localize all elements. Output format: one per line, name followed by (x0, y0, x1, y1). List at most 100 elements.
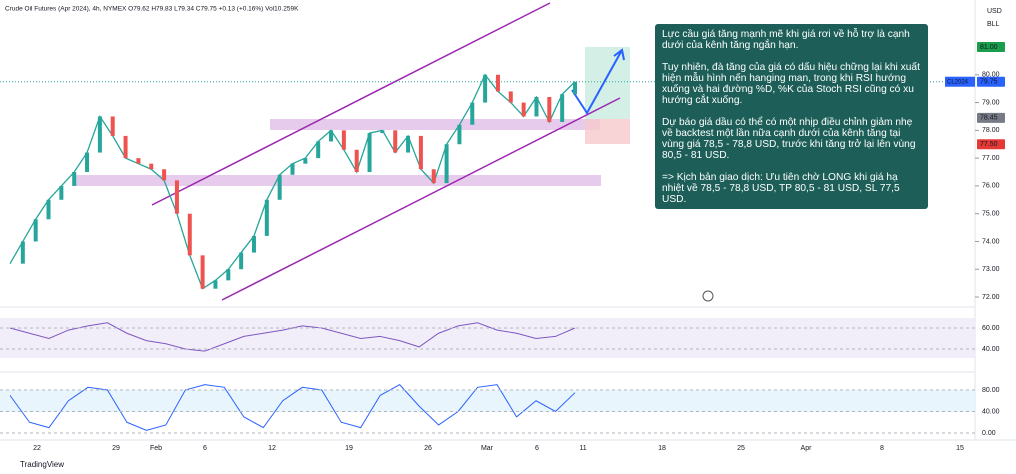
candle (149, 163, 154, 170)
entry-label-bg (977, 112, 1005, 123)
annotation-paragraph: Tuy nhiên, đà tăng của giá có dấu hiệu c… (662, 62, 920, 106)
unit: BLL (987, 21, 1000, 28)
candle (560, 94, 565, 123)
candle (380, 130, 385, 134)
annotation-paragraph: => Kịch bản giao dịch: Ưu tiên chờ LONG … (662, 172, 900, 205)
sl-label: 77.50 (980, 141, 998, 148)
candle (85, 152, 90, 173)
x-tick-label: 18 (658, 445, 666, 452)
candle (226, 269, 231, 281)
candle (457, 124, 462, 145)
candle (187, 213, 192, 256)
candle (341, 130, 346, 150)
y-tick-label: 79.00 (982, 99, 1000, 106)
x-tick-label: 19 (345, 445, 353, 452)
y-tick-label: 74.00 (982, 238, 1000, 245)
x-tick-label: 15 (956, 445, 964, 452)
currency: USD (987, 8, 1002, 15)
channel-lower (221, 97, 621, 301)
x-tick-label: Apr (801, 445, 813, 452)
annotation-paragraph: Dự báo giá dầu có thể có một nhịp điều c… (662, 117, 916, 161)
take-profit-zone (585, 47, 630, 119)
y-tick-label: 76.00 (982, 183, 1000, 190)
candle (213, 280, 218, 289)
x-tick-label: 29 (112, 445, 120, 452)
stop-loss-zone (585, 119, 630, 144)
candle (508, 91, 513, 103)
candle (174, 180, 179, 214)
y-tick-label: 75.00 (982, 211, 1000, 218)
candle (136, 158, 141, 164)
tp-label: 81.00 (980, 44, 998, 51)
y-tick-label: 60.00 (982, 325, 1000, 332)
annotation: Lực cầu giá tăng mạnh mẽ khi giá rơi về … (655, 24, 928, 209)
x-tick-label: 25 (737, 445, 745, 452)
brand: TradingView (20, 460, 64, 469)
candle (72, 172, 77, 186)
annotation-paragraph: Lực cầu giá tăng mạnh mẽ khi giá rơi về … (662, 29, 910, 51)
y-tick-label: 72.00 (982, 294, 1000, 301)
candle (534, 97, 539, 117)
x-tick-label: Feb (150, 445, 162, 452)
forecast-arrow (571, 49, 623, 115)
x-tick-label: 6 (203, 445, 207, 452)
x-tick-label: Mar (481, 445, 494, 452)
support-zone (73, 175, 601, 186)
y-tick-label: 40.00 (982, 346, 1000, 353)
symbol-bg (945, 76, 975, 87)
y-tick-label: 80.00 (982, 387, 1000, 394)
candle (444, 144, 449, 184)
y-tick-label: 80.00 (982, 72, 1000, 79)
candle (251, 235, 256, 253)
x-tick-label: 8 (880, 445, 884, 452)
rsi-line (9, 322, 576, 352)
candle (33, 219, 38, 242)
candle (97, 116, 102, 153)
rsi-band (0, 318, 975, 358)
y-tick-label: 77.00 (982, 155, 1000, 162)
candle (470, 102, 475, 125)
arrow-head (613, 48, 625, 61)
legend: Crude Oil Futures (Apr 2024), 4h, NYMEX … (5, 6, 299, 13)
sl-label-bg (977, 139, 1005, 150)
x-tick-label: 6 (535, 445, 539, 452)
candle (495, 74, 500, 92)
candle (123, 135, 128, 159)
symbol-label: CL2024 (947, 79, 969, 85)
candle (573, 81, 577, 95)
last-label-bg (977, 76, 1005, 87)
candle (200, 255, 205, 289)
candle (367, 133, 372, 173)
x-tick-label: 22 (33, 445, 41, 452)
y-tick-label: 78.00 (982, 127, 1000, 134)
y-tick-label: 73.00 (982, 266, 1000, 273)
stoch-band (0, 390, 975, 412)
candle (46, 199, 51, 220)
x-tick-label: 26 (424, 445, 432, 452)
candle (431, 169, 436, 184)
candle (547, 97, 552, 123)
candle (20, 241, 25, 264)
candle (162, 169, 167, 181)
candle (303, 158, 308, 164)
channel-upper (151, 2, 551, 206)
x-tick-label: 12 (268, 445, 276, 452)
candle (483, 74, 488, 103)
candle (277, 174, 282, 200)
candle (393, 130, 398, 153)
candle (406, 135, 411, 153)
candle (239, 252, 244, 270)
candle (316, 141, 321, 159)
x-tick-label: 11 (579, 445, 586, 452)
resistance-zone (270, 119, 600, 130)
candle (59, 185, 64, 200)
candle (418, 135, 423, 170)
candle (290, 163, 295, 175)
candle (264, 199, 269, 236)
candle (110, 116, 115, 136)
last-label: 79.75 (980, 79, 998, 86)
y-tick-label: 40.00 (982, 408, 1000, 415)
y-tick-label: 0.00 (982, 430, 996, 437)
candle (521, 102, 526, 117)
